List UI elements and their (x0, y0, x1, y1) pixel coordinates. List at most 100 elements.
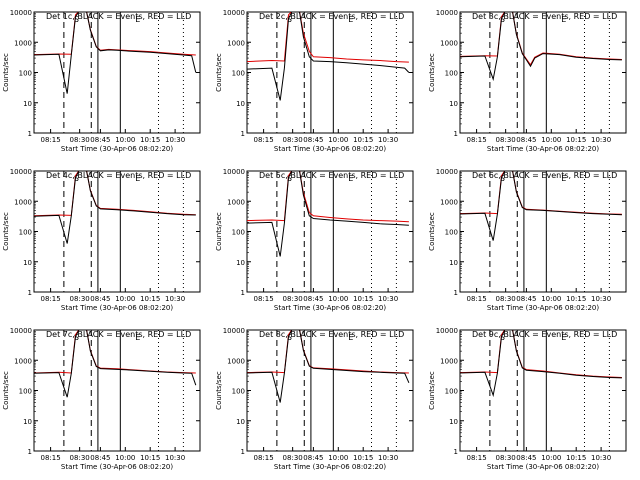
x-tick-label: 08:15 (467, 295, 487, 303)
x-tick-label: 08:30 (283, 454, 303, 462)
x-tick-label: 08:30 (70, 136, 90, 144)
panel-title: Det 3c, BLACK = Events, RED = LLD (472, 12, 617, 21)
plot-frame (246, 329, 414, 452)
x-tick-label: 10:00 (541, 136, 561, 144)
marker-e: E (135, 333, 140, 342)
y-tick-label: 1000 (227, 357, 245, 365)
y-tick-label: 100 (232, 70, 245, 78)
series-events-line (34, 330, 197, 398)
y-axis-label: Counts/sec (2, 371, 10, 410)
marker-s: S (74, 333, 79, 342)
marker-e: E (135, 174, 140, 183)
panel-title: Det 7c, BLACK = Events, RED = LLD (46, 330, 191, 339)
x-axis-label: Start Time (30-Apr-06 08:02:20) (274, 304, 386, 312)
x-tick-label: 10:00 (328, 295, 348, 303)
x-tick-label: 10:15 (140, 454, 160, 462)
x-tick-label: 10:00 (328, 454, 348, 462)
x-tick-label: 10:00 (328, 136, 348, 144)
x-axis-label: Start Time (30-Apr-06 08:02:20) (61, 463, 173, 471)
x-tick-label: 10:15 (566, 295, 586, 303)
y-axis-label: Counts/sec (215, 212, 223, 251)
x-axis-label: Start Time (30-Apr-06 08:02:20) (61, 304, 173, 312)
x-tick-label: 08:45 (303, 295, 323, 303)
x-tick-label: 10:30 (591, 454, 611, 462)
x-tick-label: 08:30 (496, 454, 516, 462)
marker-e: E (348, 333, 353, 342)
x-tick-label: 08:30 (496, 295, 516, 303)
y-tick-label: 10 (449, 418, 458, 426)
series-events-line (34, 171, 196, 244)
x-tick-label: 10:30 (165, 295, 185, 303)
x-tick-label: 10:00 (115, 295, 135, 303)
panel-title: Det 4c, BLACK = Events, RED = LLD (46, 171, 191, 180)
plot-frame (459, 170, 627, 293)
x-tick-label: 08:30 (70, 454, 90, 462)
x-tick-label: 10:30 (165, 136, 185, 144)
y-tick-label: 10000 (10, 327, 32, 335)
y-tick-label: 10000 (10, 9, 32, 17)
y-tick-label: 1 (28, 289, 32, 297)
y-axis-label: Counts/sec (428, 53, 436, 92)
plot-frame (246, 170, 414, 293)
series-events-line (247, 12, 410, 101)
x-tick-label: 08:15 (467, 454, 487, 462)
y-tick-label: 100 (19, 70, 32, 78)
y-tick-label: 10 (23, 418, 32, 426)
x-tick-label: 10:00 (541, 454, 561, 462)
plot-frame (246, 11, 414, 134)
x-axis-label: Start Time (30-Apr-06 08:02:20) (487, 304, 599, 312)
marker-s: S (500, 174, 505, 183)
panel-title: Det 8c, BLACK = Events, RED = LLD (259, 330, 404, 339)
plot-frame (459, 329, 627, 452)
y-tick-label: 1000 (14, 357, 32, 365)
detector-panel-8: Det 8c, BLACK = Events, RED = LLD 10000 10… (215, 327, 414, 471)
y-tick-label: 100 (445, 70, 458, 78)
marker-e: E (348, 174, 353, 183)
x-tick-label: 10:30 (378, 295, 398, 303)
y-tick-label: 1 (454, 448, 458, 456)
x-tick-label: 10:00 (541, 295, 561, 303)
panel-title: Det 9c, BLACK = Events, RED = LLD (472, 330, 617, 339)
x-tick-label: 08:15 (254, 295, 274, 303)
x-tick-label: 08:15 (254, 454, 274, 462)
detector-panel-5: Det 5c, BLACK = Events, RED = LLD1000010… (215, 168, 414, 312)
x-tick-label: 08:45 (516, 454, 536, 462)
x-tick-label: 10:30 (591, 136, 611, 144)
y-tick-label: 100 (19, 229, 32, 237)
x-tick-label: 08:30 (283, 136, 303, 144)
x-tick-label: 08:15 (41, 454, 61, 462)
x-tick-label: 08:15 (41, 136, 61, 144)
series-events-line (247, 171, 409, 257)
x-tick-label: 10:30 (165, 454, 185, 462)
y-axis-label: Counts/sec (2, 212, 10, 251)
y-axis-label: Counts/sec (2, 53, 10, 92)
y-tick-label: 100 (232, 229, 245, 237)
y-axis-label: Counts/sec (428, 371, 436, 410)
x-tick-label: 10:15 (353, 454, 373, 462)
x-tick-label: 08:15 (254, 136, 274, 144)
plot-frame (459, 11, 627, 134)
x-tick-label: 10:15 (140, 136, 160, 144)
x-tick-label: 08:45 (303, 136, 323, 144)
y-tick-label: 1000 (14, 198, 32, 206)
x-tick-label: 10:15 (566, 136, 586, 144)
x-tick-label: 08:45 (90, 136, 110, 144)
y-tick-label: 1 (28, 130, 32, 138)
detector-panel-9: Det 9c, BLACK = Events, RED = LLD1000010… (428, 327, 627, 471)
y-tick-label: 1000 (227, 39, 245, 47)
y-tick-label: 10 (449, 259, 458, 267)
y-tick-label: 1 (454, 289, 458, 297)
y-tick-label: 1000 (440, 39, 458, 47)
y-tick-label: 100 (445, 229, 458, 237)
x-axis-label: Start Time (30-Apr-06 08:02:20) (61, 145, 173, 153)
y-tick-label: 10 (236, 418, 245, 426)
y-tick-label: 1 (241, 130, 245, 138)
y-tick-label: 10000 (223, 327, 245, 335)
y-tick-label: 10 (23, 259, 32, 267)
marker-s: S (287, 333, 292, 342)
marker-s: S (287, 15, 292, 24)
y-tick-label: 1000 (14, 39, 32, 47)
x-tick-label: 08:45 (303, 454, 323, 462)
marker-s: S (500, 333, 505, 342)
